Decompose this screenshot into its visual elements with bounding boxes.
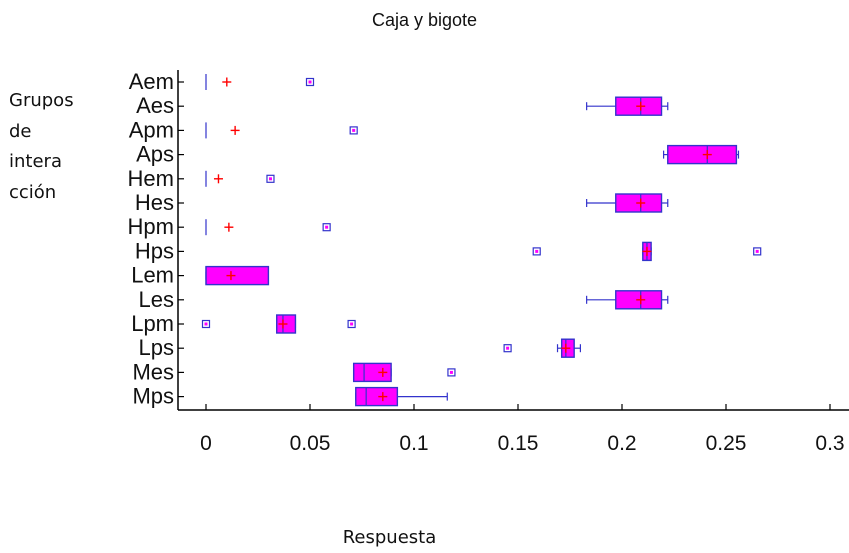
x-tick-label: 0.05 xyxy=(290,432,331,455)
x-tick-label: 0.15 xyxy=(498,432,539,455)
outlier-center xyxy=(449,370,453,374)
x-tick-label: 0.3 xyxy=(815,432,844,455)
box xyxy=(205,265,270,286)
outlier-center xyxy=(308,80,312,84)
y-axis-label-line: cción xyxy=(9,181,57,203)
outlier-center xyxy=(755,249,759,253)
y-tick-label: Aps xyxy=(136,142,174,167)
y-tick-label: Apm xyxy=(129,117,174,142)
y-tick-label: Mes xyxy=(132,359,174,384)
y-tick-label: Hem xyxy=(128,166,174,191)
y-axis-label-line: de xyxy=(9,120,32,142)
x-axis-label: Respuesta xyxy=(342,527,437,548)
y-tick-label: Les xyxy=(139,287,174,312)
y-tick-label: Hps xyxy=(135,238,174,263)
outlier-center xyxy=(506,346,510,350)
x-tick-label: 0.2 xyxy=(607,432,636,455)
x-axis-label-wrap: Respuesta xyxy=(0,527,849,548)
box xyxy=(355,386,399,407)
outlier-center xyxy=(204,322,208,326)
chart-title: Caja y bigote xyxy=(371,10,478,30)
outlier-center xyxy=(350,322,354,326)
y-axis-label-line: intera xyxy=(9,151,62,172)
outlier-center xyxy=(535,249,539,253)
outlier-center xyxy=(352,128,356,132)
y-tick-label: Mps xyxy=(132,384,174,409)
y-tick-label: Lps xyxy=(139,335,174,360)
y-axis-label: Grupos de intera cción xyxy=(9,86,74,208)
x-tick-label: 0 xyxy=(200,432,212,455)
box xyxy=(352,362,392,383)
y-tick-label: Lem xyxy=(131,263,174,288)
x-tick-label: 0.25 xyxy=(706,432,747,455)
outlier-center xyxy=(268,177,272,181)
y-tick-label: Aem xyxy=(129,69,174,94)
box xyxy=(667,144,738,165)
y-tick-label: Hes xyxy=(135,190,174,215)
outlier-center xyxy=(325,225,329,229)
y-tick-label: Hpm xyxy=(128,214,174,239)
y-axis-label-line: Grupos xyxy=(9,90,74,111)
y-tick-label: Lpm xyxy=(131,311,174,336)
x-tick-label: 0.1 xyxy=(399,432,428,455)
y-tick-label: Aes xyxy=(136,93,174,118)
